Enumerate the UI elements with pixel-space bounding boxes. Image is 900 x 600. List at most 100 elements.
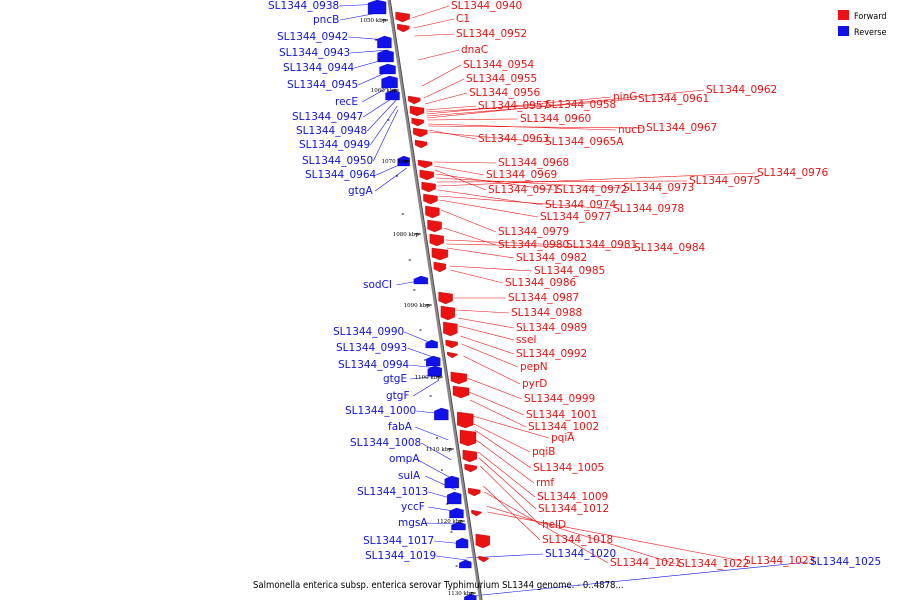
forward-connector <box>423 78 465 99</box>
forward-gene-block <box>425 205 440 219</box>
forward-connector <box>468 391 525 416</box>
forward-label-sl1344-0976: SL1344_0976 <box>757 167 829 179</box>
forward-label-sl1344-0973: SL1344_0973 <box>623 182 694 194</box>
reverse-label-sl1344-1013: SL1344_1013 <box>357 486 428 498</box>
forward-label-nucd: nucD <box>618 124 645 136</box>
reverse-gene-block <box>447 491 462 505</box>
forward-label-sl1344-0961: SL1344_0961 <box>638 93 709 105</box>
reverse-label-sl1344-0944: SL1344_0944 <box>283 62 355 74</box>
forward-label-sl1344-0960: SL1344_0960 <box>520 113 591 125</box>
forward-connector <box>470 399 527 428</box>
reverse-label-gtgf: gtgF <box>386 390 410 402</box>
forward-label-sl1344-0977: SL1344_0977 <box>540 211 611 223</box>
forward-label-sl1344-0963: SL1344_0963 <box>478 133 549 145</box>
reverse-label-sl1344-0942: SL1344_0942 <box>277 31 348 43</box>
reverse-connector <box>407 347 436 359</box>
forward-connector <box>472 415 550 439</box>
forward-gene-block <box>457 411 474 429</box>
forward-gene-block <box>409 105 425 117</box>
reverse-connector <box>410 375 439 380</box>
forward-connector <box>434 169 487 191</box>
reverse-label-gtge: gtgE <box>383 373 407 385</box>
reverse-label-sl1344-1008: SL1344_1008 <box>350 437 421 449</box>
forward-label-sl1344-0987: SL1344_0987 <box>508 292 579 304</box>
forward-label-sl1344-0965a: SL1344_0965A <box>545 136 624 148</box>
forward-connector <box>466 377 523 400</box>
forward-connector <box>476 439 535 484</box>
forward-label-sl1344-1001: SL1344_1001 <box>526 409 597 421</box>
forward-label-sl1344-0986: SL1344_0986 <box>505 277 577 289</box>
reverse-gene-block <box>459 559 472 569</box>
forward-gene-block <box>411 117 424 127</box>
reverse-legend-label: Reverse <box>854 28 887 38</box>
reverse-gene-block <box>381 75 398 89</box>
reverse-connector <box>375 167 407 192</box>
reverse-label-sodci: sodCI <box>363 279 392 291</box>
forward-label-sl1344-1002: SL1344_1002 <box>528 421 599 433</box>
forward-gene-block <box>438 291 453 305</box>
forward-gene-block <box>417 159 433 169</box>
forward-label-held: helD <box>542 519 566 531</box>
genome-caption: Salmonella enterica subsp. enterica sero… <box>253 580 624 591</box>
forward-label-sl1344-0999: SL1344_0999 <box>524 393 595 405</box>
forward-connector <box>427 118 519 121</box>
forward-connector <box>436 177 622 189</box>
reverse-label-sl1344-0950: SL1344_0950 <box>302 155 373 167</box>
forward-connector <box>425 105 477 111</box>
forward-label-sl1344-0981: SL1344_0981 <box>566 239 637 251</box>
forward-connector <box>429 131 544 143</box>
axis-ticks: 1050 kbp 1060 kbp 1070 kbp 1080 kbp 1090 kbp… <box>360 18 476 597</box>
forward-label-pqib: pqiB <box>532 446 555 458</box>
forward-connector <box>449 265 533 272</box>
reverse-connector <box>472 561 809 597</box>
forward-label-sl1344-0971: SL1344_0971 <box>488 184 559 196</box>
forward-label-sl1344-0989: SL1344_0989 <box>516 322 587 334</box>
forward-connector <box>477 451 536 498</box>
forward-label-sl1344-1021: SL1344_1021 <box>610 557 681 569</box>
reverse-label-ompa: ompA <box>389 453 420 465</box>
reverse-label-sl1344-0990: SL1344_0990 <box>333 326 404 338</box>
axis-tick-label: 1110 kbp <box>426 447 453 453</box>
forward-gene-block <box>462 449 477 463</box>
forward-connector <box>445 239 565 246</box>
reverse-label-sl1344-0949: SL1344_0949 <box>299 139 370 151</box>
forward-gene-block <box>452 385 470 399</box>
forward-connector <box>458 325 515 341</box>
forward-legend-label: Forward <box>854 12 887 22</box>
forward-label-sl1344-0982: SL1344_0982 <box>516 252 587 264</box>
forward-label-sl1344-0958: SL1344_0958 <box>545 99 616 111</box>
forward-label-sl1344-1022: SL1344_1022 <box>678 558 749 570</box>
forward-connector <box>441 209 497 233</box>
reverse-gene-block <box>426 355 441 367</box>
forward-label-ssei: sseI <box>516 334 537 346</box>
reverse-label-sl1344-0938: SL1344_0938 <box>268 0 339 12</box>
forward-label-pyrd: pyrD <box>522 378 547 390</box>
forward-connector <box>439 199 539 218</box>
forward-connector <box>461 343 519 368</box>
forward-connector <box>411 5 450 19</box>
axis-tick-label: 1050 kbp <box>360 18 387 24</box>
gene-features <box>367 0 490 600</box>
forward-label-sl1344-1009: SL1344_1009 <box>537 491 608 503</box>
forward-gene-block <box>423 193 438 205</box>
reverse-connector <box>416 458 455 481</box>
forward-gene-block <box>421 181 436 193</box>
reverse-gene-block <box>377 49 394 63</box>
reverse-legend-swatch <box>838 26 849 36</box>
forward-gene-block <box>440 305 456 321</box>
genome-backbone <box>387 0 483 600</box>
axis-tick-label: 1130 kbp <box>448 591 475 597</box>
forward-connector <box>427 89 705 119</box>
forward-gene-block <box>413 127 428 138</box>
forward-label-sl1344-0992: SL1344_0992 <box>516 348 587 360</box>
forward-connector <box>460 335 515 355</box>
forward-connector <box>446 247 515 259</box>
forward-connector <box>463 355 521 385</box>
reverse-gene-block <box>425 339 438 349</box>
forward-connector <box>414 33 455 37</box>
forward-connector <box>473 423 531 453</box>
forward-connector <box>428 129 477 140</box>
axis-tick-label: 1090 kbp <box>404 303 431 309</box>
label-connector-lines <box>339 3 809 597</box>
